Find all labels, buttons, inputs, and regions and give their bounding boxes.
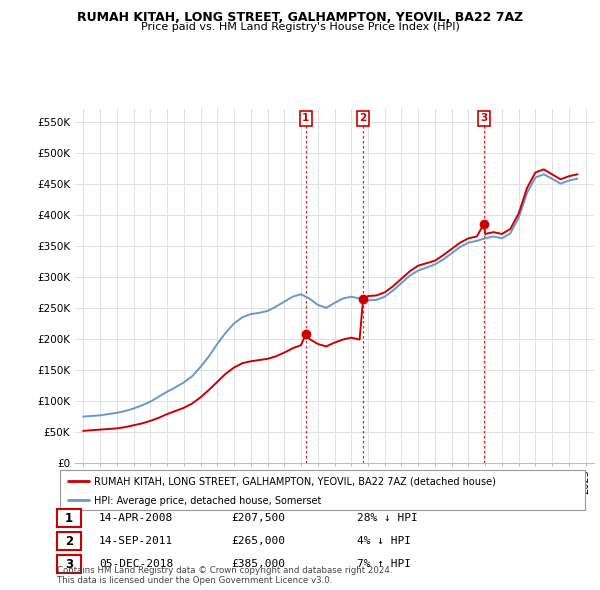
Text: HPI: Average price, detached house, Somerset: HPI: Average price, detached house, Some…: [94, 496, 322, 506]
Text: Contains HM Land Registry data © Crown copyright and database right 2024.
This d: Contains HM Land Registry data © Crown c…: [57, 566, 392, 585]
Text: Price paid vs. HM Land Registry's House Price Index (HPI): Price paid vs. HM Land Registry's House …: [140, 22, 460, 32]
Text: 2: 2: [359, 113, 367, 123]
Text: 14-SEP-2011: 14-SEP-2011: [99, 536, 173, 546]
Text: RUMAH KITAH, LONG STREET, GALHAMPTON, YEOVIL, BA22 7AZ (detached house): RUMAH KITAH, LONG STREET, GALHAMPTON, YE…: [94, 477, 496, 487]
Text: 05-DEC-2018: 05-DEC-2018: [99, 559, 173, 569]
Text: 3: 3: [65, 558, 73, 571]
Text: 1: 1: [65, 512, 73, 525]
Text: 4% ↓ HPI: 4% ↓ HPI: [357, 536, 411, 546]
Text: 28% ↓ HPI: 28% ↓ HPI: [357, 513, 418, 523]
Text: 2: 2: [65, 535, 73, 548]
Text: £207,500: £207,500: [231, 513, 285, 523]
Text: £265,000: £265,000: [231, 536, 285, 546]
Text: 14-APR-2008: 14-APR-2008: [99, 513, 173, 523]
Text: RUMAH KITAH, LONG STREET, GALHAMPTON, YEOVIL, BA22 7AZ: RUMAH KITAH, LONG STREET, GALHAMPTON, YE…: [77, 11, 523, 24]
Text: 7% ↑ HPI: 7% ↑ HPI: [357, 559, 411, 569]
Text: 1: 1: [302, 113, 310, 123]
Text: 3: 3: [480, 113, 487, 123]
Text: £385,000: £385,000: [231, 559, 285, 569]
